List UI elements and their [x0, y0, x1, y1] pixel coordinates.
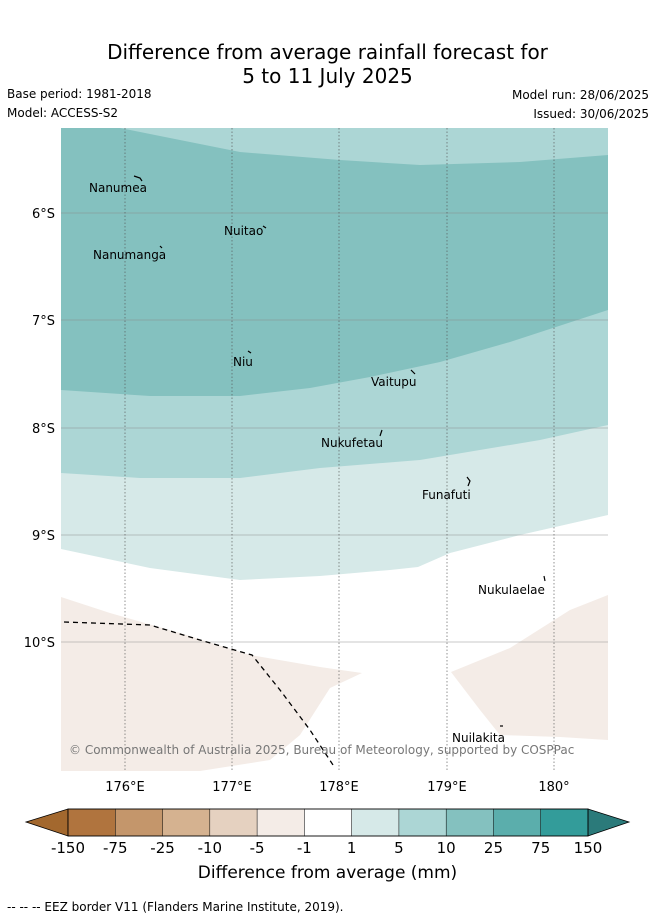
lon-label-179e: 179°E [427, 780, 467, 795]
island-label-nanumea: Nanumea [89, 181, 147, 195]
issued-date: Issued: 30/06/2025 [533, 107, 649, 121]
colorbar-segment [304, 808, 353, 837]
colorbar-segment [351, 808, 400, 837]
lon-label-178e: 178°E [319, 780, 359, 795]
eez-border [63, 621, 336, 769]
colorbar-segment [115, 808, 164, 837]
lat-label-9s: 9°S [32, 529, 55, 544]
island-label-vaitupu: Vaitupu [371, 375, 417, 389]
island-label-funafuti: Funafuti [422, 488, 471, 502]
colorbar-tick-label: -150 [51, 839, 85, 857]
island-label-nuitao: Nuitao [224, 224, 263, 238]
colorbar-tick-label: 1 [347, 839, 357, 857]
island-label-niu: Niu [233, 355, 253, 369]
band-25-to-75 [61, 128, 608, 396]
island-label-nukulaelae: Nukulaelae [478, 583, 545, 597]
colorbar: -150 -75 -25 -10 -5 -1 1 5 10 25 75 150 [24, 808, 631, 857]
title-line-1: Difference from average rainfall forecas… [107, 40, 548, 64]
colorbar-frame [67, 808, 589, 837]
band-neg5-to-neg1-east [451, 595, 608, 740]
longitude-gridlines [124, 128, 555, 771]
lat-label-10s: 10°S [24, 636, 55, 651]
lon-label-177e: 177°E [212, 780, 252, 795]
band-neg5-to-neg1-west [61, 597, 362, 771]
model-name: Model: ACCESS-S2 [7, 106, 119, 120]
colorbar-tick-label: -75 [103, 839, 128, 857]
colorbar-tick-label: -1 [297, 839, 312, 857]
island-label-nukufetau: Nukufetau [321, 436, 383, 450]
colorbar-extend-low [24, 808, 69, 837]
colorbar-tick-label: -10 [198, 839, 223, 857]
colorbar-tick-label: 150 [574, 839, 603, 857]
chart-title: Difference from average rainfall forecas… [0, 40, 655, 88]
lat-label-7s: 7°S [32, 314, 55, 329]
model-run-date: Model run: 28/06/2025 [511, 88, 649, 102]
colorbar-segment [209, 808, 258, 837]
island-label-nanumanga: Nanumanga [93, 248, 166, 262]
title-line-2: 5 to 11 July 2025 [242, 64, 413, 88]
lon-label-176e: 176°E [105, 780, 145, 795]
lat-label-6s: 6°S [32, 207, 55, 222]
eez-footnote: -- -- -- EEZ border V11 (Flanders Marine… [7, 900, 344, 914]
latitude-gridlines [61, 212, 608, 643]
colorbar-segment [445, 808, 495, 837]
colorbar-segment [162, 808, 211, 837]
colorbar-tick-label: 5 [394, 839, 404, 857]
copyright-text: © Commonwealth of Australia 2025, Bureau… [69, 743, 574, 757]
base-period: Base period: 1981-2018 [7, 87, 152, 101]
colorbar-tick-label: -25 [150, 839, 175, 857]
island-outlines [133, 175, 546, 727]
colorbar-segment [67, 808, 116, 837]
colorbar-extend-high [587, 808, 631, 837]
island-label-nuilakita: Nuilakita [452, 731, 505, 745]
colorbar-tick-label: 25 [484, 839, 503, 857]
colorbar-label: Difference from average (mm) [197, 863, 458, 883]
colorbar-tick-label: 75 [531, 839, 550, 857]
colorbar-segment [493, 808, 542, 837]
colorbar-tick-label: 10 [437, 839, 456, 857]
lat-label-8s: 8°S [32, 422, 55, 437]
colorbar-segment [256, 808, 305, 837]
map-plot-area [61, 128, 608, 771]
colorbar-tick-label: -5 [250, 839, 265, 857]
colorbar-segment [540, 808, 589, 837]
colorbar-segment [398, 808, 447, 837]
lon-label-180: 180° [538, 780, 569, 795]
